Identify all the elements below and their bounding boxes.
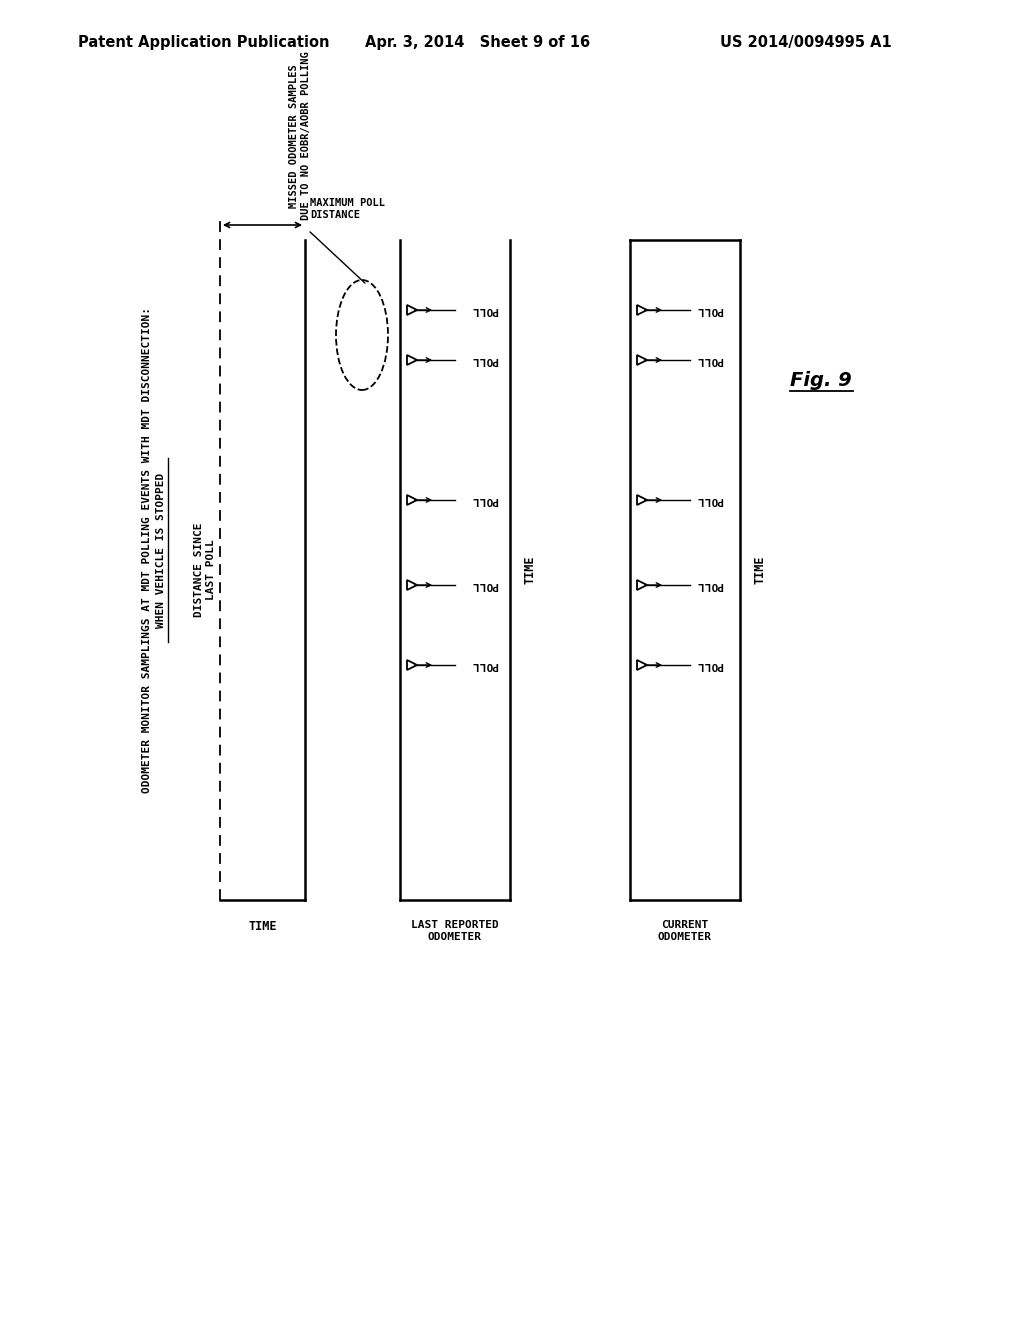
- Text: CURRENT
ODOMETER: CURRENT ODOMETER: [658, 920, 712, 941]
- Text: US 2014/0094995 A1: US 2014/0094995 A1: [720, 34, 892, 49]
- Text: POLL: POLL: [696, 495, 724, 506]
- Text: POLL: POLL: [471, 495, 499, 506]
- Text: MAXIMUM POLL
DISTANCE: MAXIMUM POLL DISTANCE: [310, 198, 385, 220]
- Text: POLL: POLL: [471, 579, 499, 590]
- Text: POLL: POLL: [696, 355, 724, 366]
- Text: ODOMETER MONITOR SAMPLINGS AT MDT POLLING EVENTS WITH MDT DISCONNECTION:: ODOMETER MONITOR SAMPLINGS AT MDT POLLIN…: [142, 308, 152, 793]
- Text: TIME: TIME: [524, 556, 537, 585]
- Text: WHEN VEHICLE IS STOPPED: WHEN VEHICLE IS STOPPED: [156, 473, 166, 627]
- Text: POLL: POLL: [471, 355, 499, 366]
- Text: LAST REPORTED
ODOMETER: LAST REPORTED ODOMETER: [411, 920, 499, 941]
- Text: POLL: POLL: [696, 305, 724, 315]
- Text: POLL: POLL: [696, 579, 724, 590]
- Text: POLL: POLL: [696, 660, 724, 671]
- Text: TIME: TIME: [754, 556, 767, 585]
- Text: DISTANCE SINCE
LAST POLL: DISTANCE SINCE LAST POLL: [195, 523, 216, 618]
- Text: POLL: POLL: [471, 660, 499, 671]
- Text: POLL: POLL: [471, 305, 499, 315]
- Text: MISSED ODOMETER SAMPLES
DUE TO NO EOBR/AOBR POLLING: MISSED ODOMETER SAMPLES DUE TO NO EOBR/A…: [289, 51, 311, 220]
- Text: Fig. 9: Fig. 9: [790, 371, 852, 389]
- Text: TIME: TIME: [248, 920, 276, 933]
- Text: Patent Application Publication: Patent Application Publication: [78, 34, 330, 49]
- Text: Apr. 3, 2014   Sheet 9 of 16: Apr. 3, 2014 Sheet 9 of 16: [365, 34, 590, 49]
